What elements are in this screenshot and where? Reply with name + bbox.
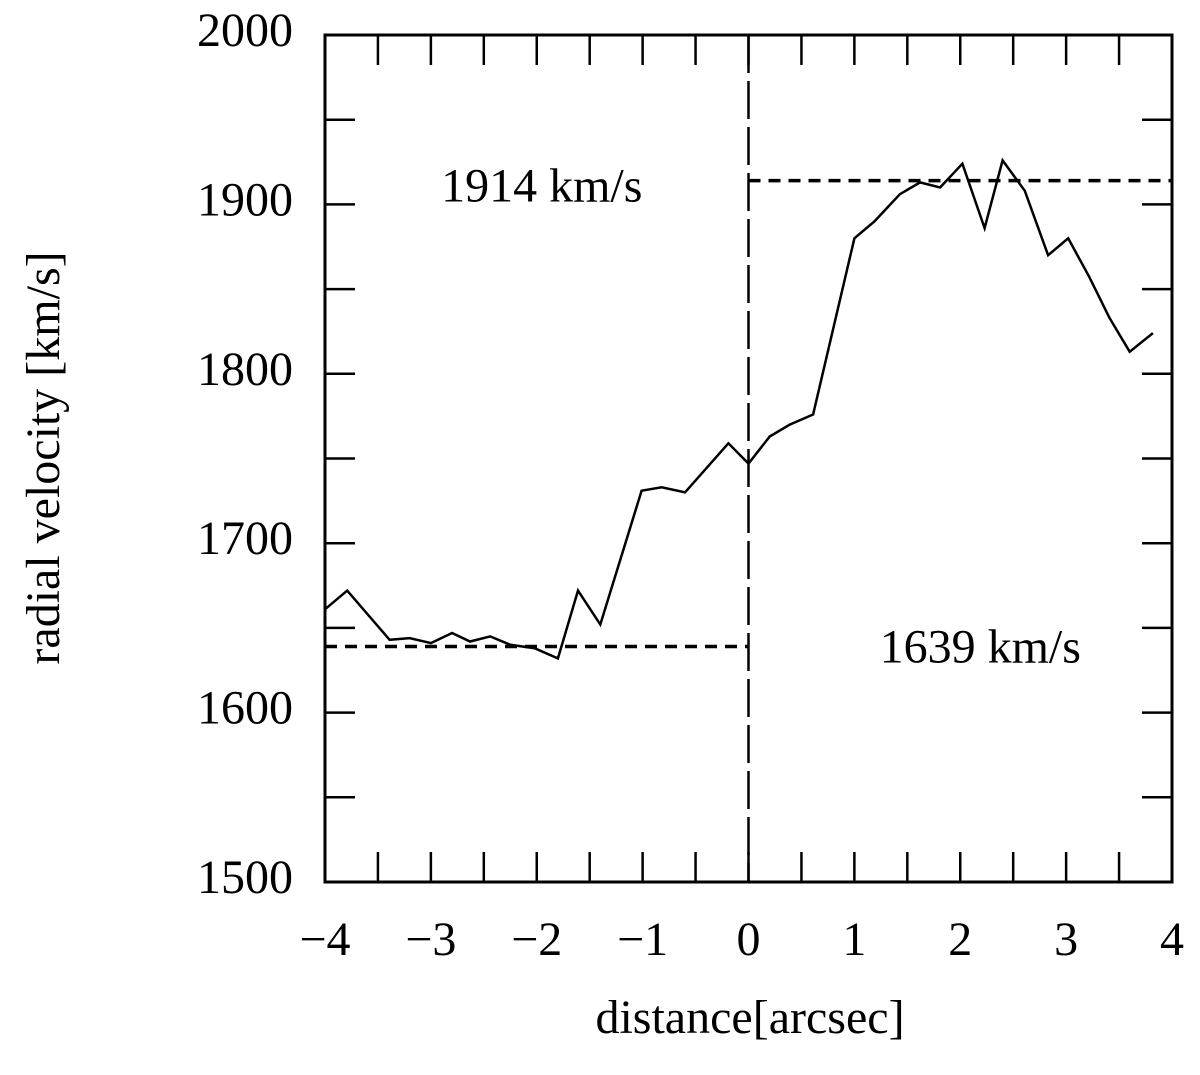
y-tick-label: 1600	[197, 682, 293, 735]
y-tick-label: 2000	[197, 4, 293, 57]
y-tick-label: 1900	[197, 173, 293, 226]
x-tick-label: 0	[737, 913, 761, 966]
x-axis-label: distance[arcsec]	[595, 991, 904, 1044]
reference-label: 1914 km/s	[441, 160, 642, 213]
x-tick-label: −2	[511, 913, 562, 966]
x-tick-label: 1	[842, 913, 866, 966]
x-tick-label: −4	[299, 913, 350, 966]
reference-label: 1639 km/s	[880, 621, 1081, 674]
x-tick-label: 4	[1160, 913, 1184, 966]
x-tick-label: −1	[617, 913, 668, 966]
velocity-line	[324, 157, 1154, 661]
x-tick-label: 3	[1054, 913, 1078, 966]
y-tick-label: 1500	[197, 851, 293, 904]
y-tick-label: 1700	[197, 512, 293, 565]
y-axis-label: radial velocity [km/s]	[17, 251, 70, 664]
x-tick-label: −3	[405, 913, 456, 966]
y-tick-label: 1800	[197, 343, 293, 396]
x-tick-label: 2	[948, 913, 972, 966]
